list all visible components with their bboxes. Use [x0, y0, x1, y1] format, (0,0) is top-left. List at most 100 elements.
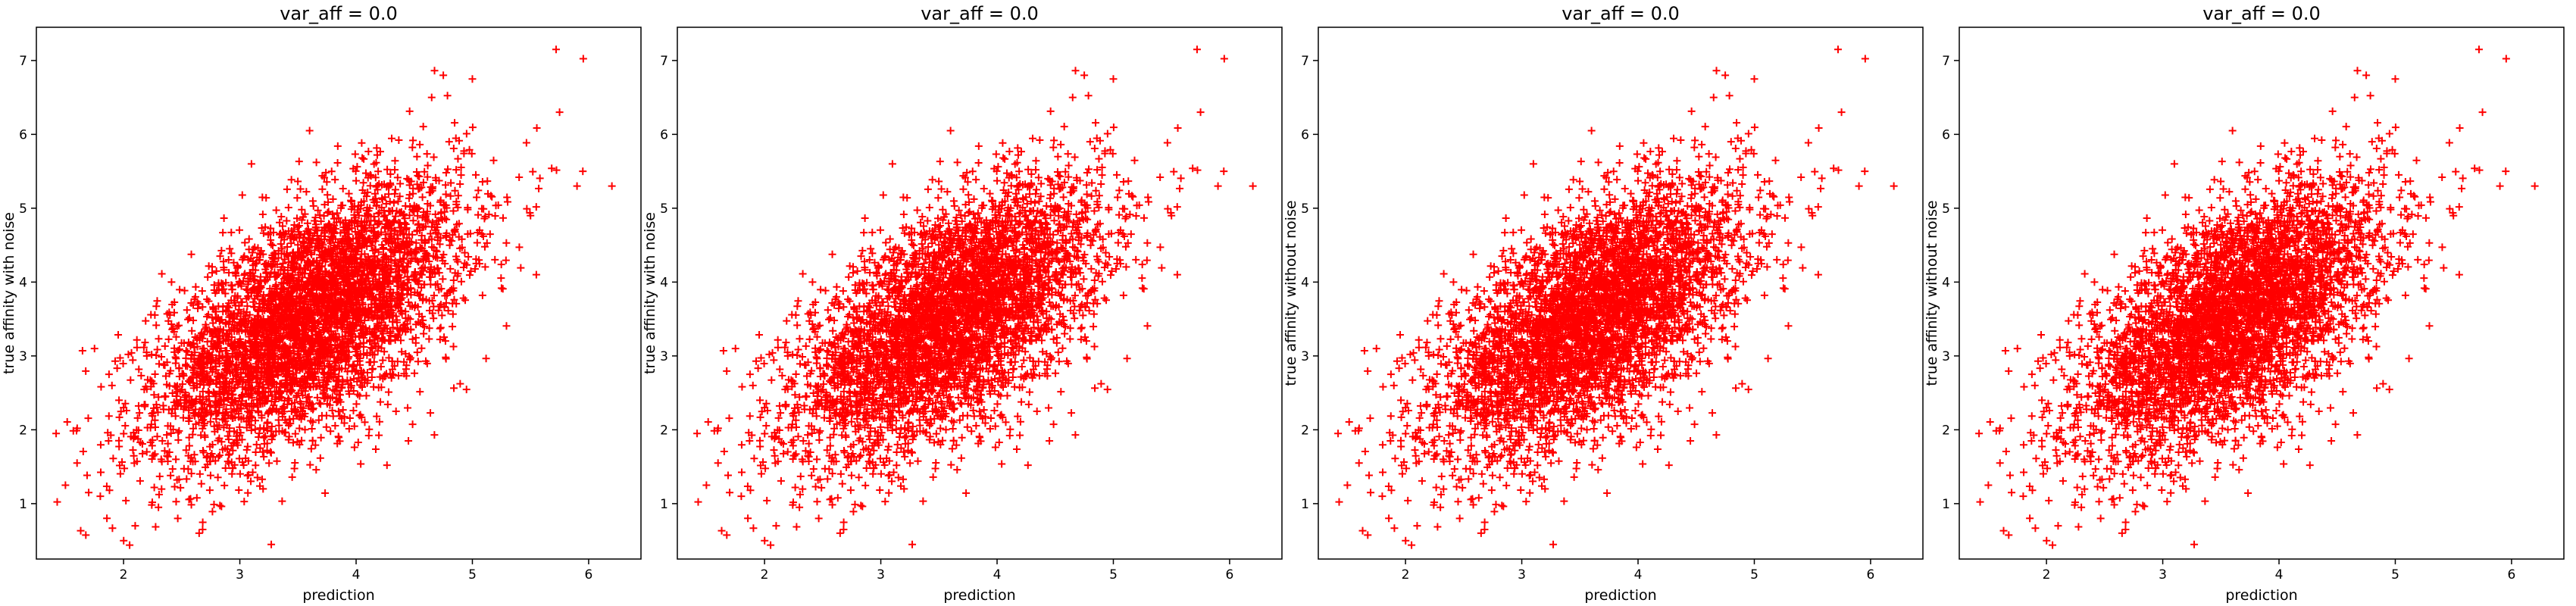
data-point	[301, 426, 309, 434]
data-point	[413, 152, 421, 161]
data-point	[256, 444, 264, 452]
data-point	[417, 344, 426, 352]
data-point	[142, 448, 151, 456]
data-point	[408, 143, 417, 152]
data-point	[876, 486, 884, 495]
data-point	[352, 400, 361, 408]
data-point	[195, 470, 204, 478]
data-point	[335, 433, 343, 442]
data-point	[116, 470, 124, 478]
data-point	[573, 182, 581, 190]
data-point	[402, 201, 410, 210]
subplot-2: var_aff = 0.02 3 4 5 61234567predictiontrue …	[642, 3, 1283, 604]
data-point	[442, 168, 450, 176]
data-point	[450, 384, 458, 392]
data-point	[345, 189, 353, 198]
data-point	[438, 311, 446, 320]
data-point	[251, 425, 259, 433]
data-point	[349, 406, 358, 414]
data-point	[141, 402, 149, 411]
data-point	[404, 404, 412, 412]
data-point	[374, 181, 382, 189]
data-point	[321, 489, 330, 497]
data-point	[473, 239, 481, 247]
data-point	[151, 311, 159, 319]
data-point	[142, 351, 151, 360]
data-point	[228, 286, 236, 294]
data-point	[129, 446, 137, 454]
data-point	[308, 424, 316, 433]
data-point	[121, 422, 130, 430]
data-point	[84, 414, 92, 423]
data-point	[284, 204, 292, 212]
data-point	[804, 431, 812, 439]
data-point	[416, 388, 424, 396]
data-point	[197, 479, 205, 488]
data-point	[267, 540, 276, 548]
data-point	[164, 335, 173, 343]
data-point	[150, 483, 158, 492]
data-point	[1055, 211, 1063, 220]
data-point	[105, 412, 113, 420]
data-point	[391, 166, 399, 174]
data-point	[517, 264, 525, 272]
data-point	[307, 445, 315, 453]
data-point	[155, 472, 164, 480]
point-cloud	[52, 45, 616, 549]
data-point	[486, 230, 494, 239]
data-point	[210, 500, 218, 508]
y-tick-label: 6	[19, 127, 27, 142]
data-point	[473, 193, 481, 201]
data-point	[174, 514, 182, 523]
data-point	[217, 246, 226, 255]
data-point	[220, 214, 228, 222]
data-point	[515, 173, 524, 182]
data-point	[240, 498, 249, 506]
data-point	[258, 475, 267, 483]
data-point	[122, 496, 130, 504]
data-point	[279, 259, 287, 267]
data-point	[367, 358, 375, 367]
data-point	[350, 443, 358, 451]
data-point	[152, 523, 160, 531]
data-point	[478, 291, 486, 299]
x-tick-label: 3	[236, 567, 244, 583]
data-point	[456, 380, 464, 388]
data-point	[153, 433, 161, 441]
data-point	[552, 166, 561, 174]
data-point	[503, 198, 511, 206]
data-point	[83, 471, 91, 479]
data-point	[419, 123, 427, 131]
data-point	[262, 194, 270, 202]
data-point	[96, 492, 105, 501]
data-point	[168, 405, 177, 413]
data-point	[203, 295, 211, 304]
data-point	[436, 323, 445, 332]
data-point	[375, 431, 383, 439]
data-point	[579, 55, 587, 63]
data-point	[267, 240, 275, 248]
data-point	[465, 271, 474, 280]
data-point	[192, 494, 201, 502]
data-point	[161, 392, 169, 400]
data-point	[283, 217, 291, 225]
data-point	[351, 150, 359, 158]
data-point	[187, 250, 195, 258]
subplot-title: var_aff = 0.0	[921, 3, 1039, 24]
data-point	[502, 322, 511, 330]
data-point	[308, 197, 317, 205]
data-point	[373, 144, 381, 152]
data-point	[227, 228, 236, 236]
data-point	[443, 165, 452, 173]
data-point	[120, 430, 128, 438]
data-point	[295, 424, 304, 433]
data-point	[152, 302, 161, 311]
data-point	[208, 508, 217, 516]
data-point	[846, 297, 854, 305]
data-point	[457, 277, 465, 286]
data-point	[499, 285, 507, 293]
data-point	[167, 278, 176, 286]
data-point	[392, 407, 400, 415]
data-point	[167, 409, 176, 417]
